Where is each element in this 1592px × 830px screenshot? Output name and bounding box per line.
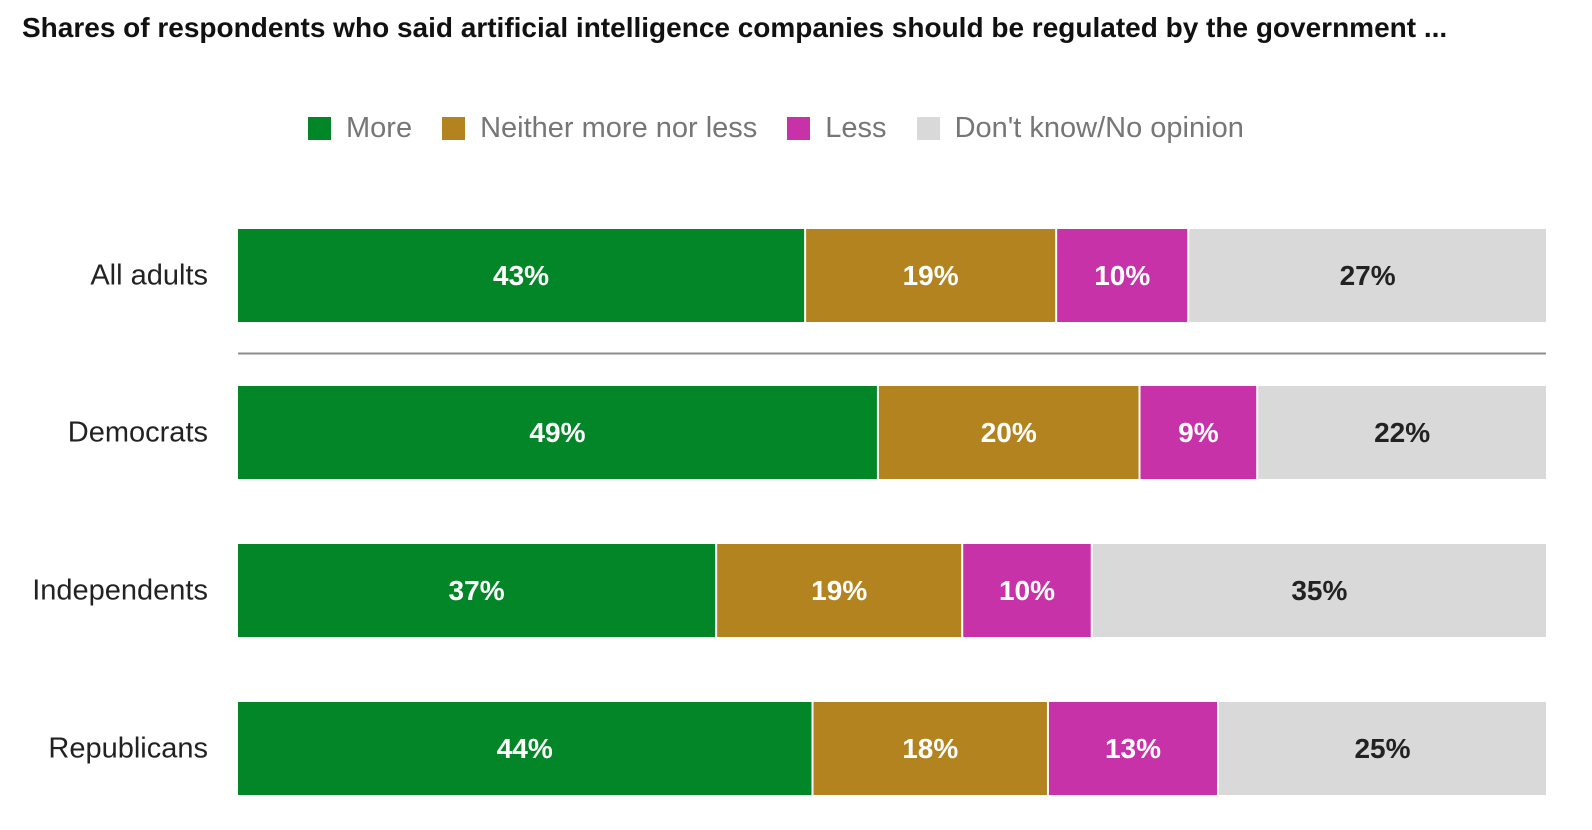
data-label-independents-neither-more-nor-less: 19% bbox=[811, 575, 867, 606]
legend-label-neither: Neither more nor less bbox=[480, 111, 758, 144]
legend: More Neither more nor less Less Don't kn… bbox=[308, 108, 1274, 148]
data-label-all-adults-neither-more-nor-less: 19% bbox=[903, 260, 959, 291]
bar-democrats-less bbox=[1140, 386, 1257, 479]
data-label-independents-less: 10% bbox=[999, 575, 1055, 606]
bar-democrats-neither-more-nor-less bbox=[878, 386, 1139, 479]
bar-independents-don-t-know-no-opinion bbox=[1092, 544, 1546, 637]
legend-swatch-less bbox=[787, 116, 811, 140]
legend-swatch-neither bbox=[442, 116, 466, 140]
data-label-democrats-more: 49% bbox=[529, 417, 585, 448]
data-label-independents-more: 37% bbox=[449, 575, 505, 606]
bar-independents-neither-more-nor-less bbox=[717, 544, 962, 637]
bar-all-adults-neither-more-nor-less bbox=[806, 229, 1056, 322]
legend-item-more: More bbox=[308, 112, 412, 145]
bar-democrats-more bbox=[238, 386, 877, 479]
data-label-all-adults-don-t-know-no-opinion: 27% bbox=[1340, 260, 1396, 291]
bar-independents-more bbox=[238, 544, 716, 637]
legend-swatch-more bbox=[308, 116, 331, 140]
bar-democrats-don-t-know-no-opinion bbox=[1258, 386, 1546, 479]
row-label-republicans: Republicans bbox=[48, 733, 208, 765]
legend-item-dont-know: Don't know/No opinion bbox=[916, 111, 1244, 145]
legend-label-more: More bbox=[346, 111, 413, 144]
chart-title: Shares of respondents who said artificia… bbox=[22, 12, 1448, 43]
row-label-independents: Independents bbox=[32, 575, 208, 607]
bar-all-adults-less bbox=[1057, 229, 1188, 322]
data-label-democrats-don-t-know-no-opinion: 22% bbox=[1374, 417, 1430, 448]
data-label-republicans-more: 44% bbox=[497, 733, 553, 764]
data-label-democrats-less: 9% bbox=[1178, 417, 1219, 448]
row-label-democrats: Democrats bbox=[68, 417, 208, 449]
data-label-independents-don-t-know-no-opinion: 35% bbox=[1291, 575, 1347, 606]
data-label-republicans-less: 13% bbox=[1105, 733, 1161, 764]
bar-republicans-don-t-know-no-opinion bbox=[1219, 702, 1546, 795]
data-label-republicans-don-t-know-no-opinion: 25% bbox=[1354, 733, 1410, 764]
data-label-all-adults-more: 43% bbox=[493, 260, 549, 291]
bar-all-adults-don-t-know-no-opinion bbox=[1189, 229, 1546, 322]
legend-item-neither: Neither more nor less bbox=[442, 112, 757, 145]
legend-label-less: Less bbox=[825, 111, 887, 144]
bar-independents-less bbox=[963, 544, 1091, 637]
data-label-all-adults-less: 10% bbox=[1094, 260, 1150, 291]
bar-republicans-neither-more-nor-less bbox=[813, 702, 1047, 795]
row-label-all-adults: All adults bbox=[90, 260, 208, 292]
legend-label-dont-know: Don't know/No opinion bbox=[954, 111, 1244, 144]
data-label-republicans-neither-more-nor-less: 18% bbox=[902, 733, 958, 764]
legend-item-less: Less bbox=[787, 111, 887, 145]
bar-all-adults-more bbox=[238, 229, 805, 322]
data-label-democrats-neither-more-nor-less: 20% bbox=[981, 417, 1037, 448]
bar-republicans-less bbox=[1048, 702, 1217, 795]
legend-swatch-dont-know bbox=[916, 116, 940, 140]
bar-republicans-more bbox=[238, 702, 812, 795]
